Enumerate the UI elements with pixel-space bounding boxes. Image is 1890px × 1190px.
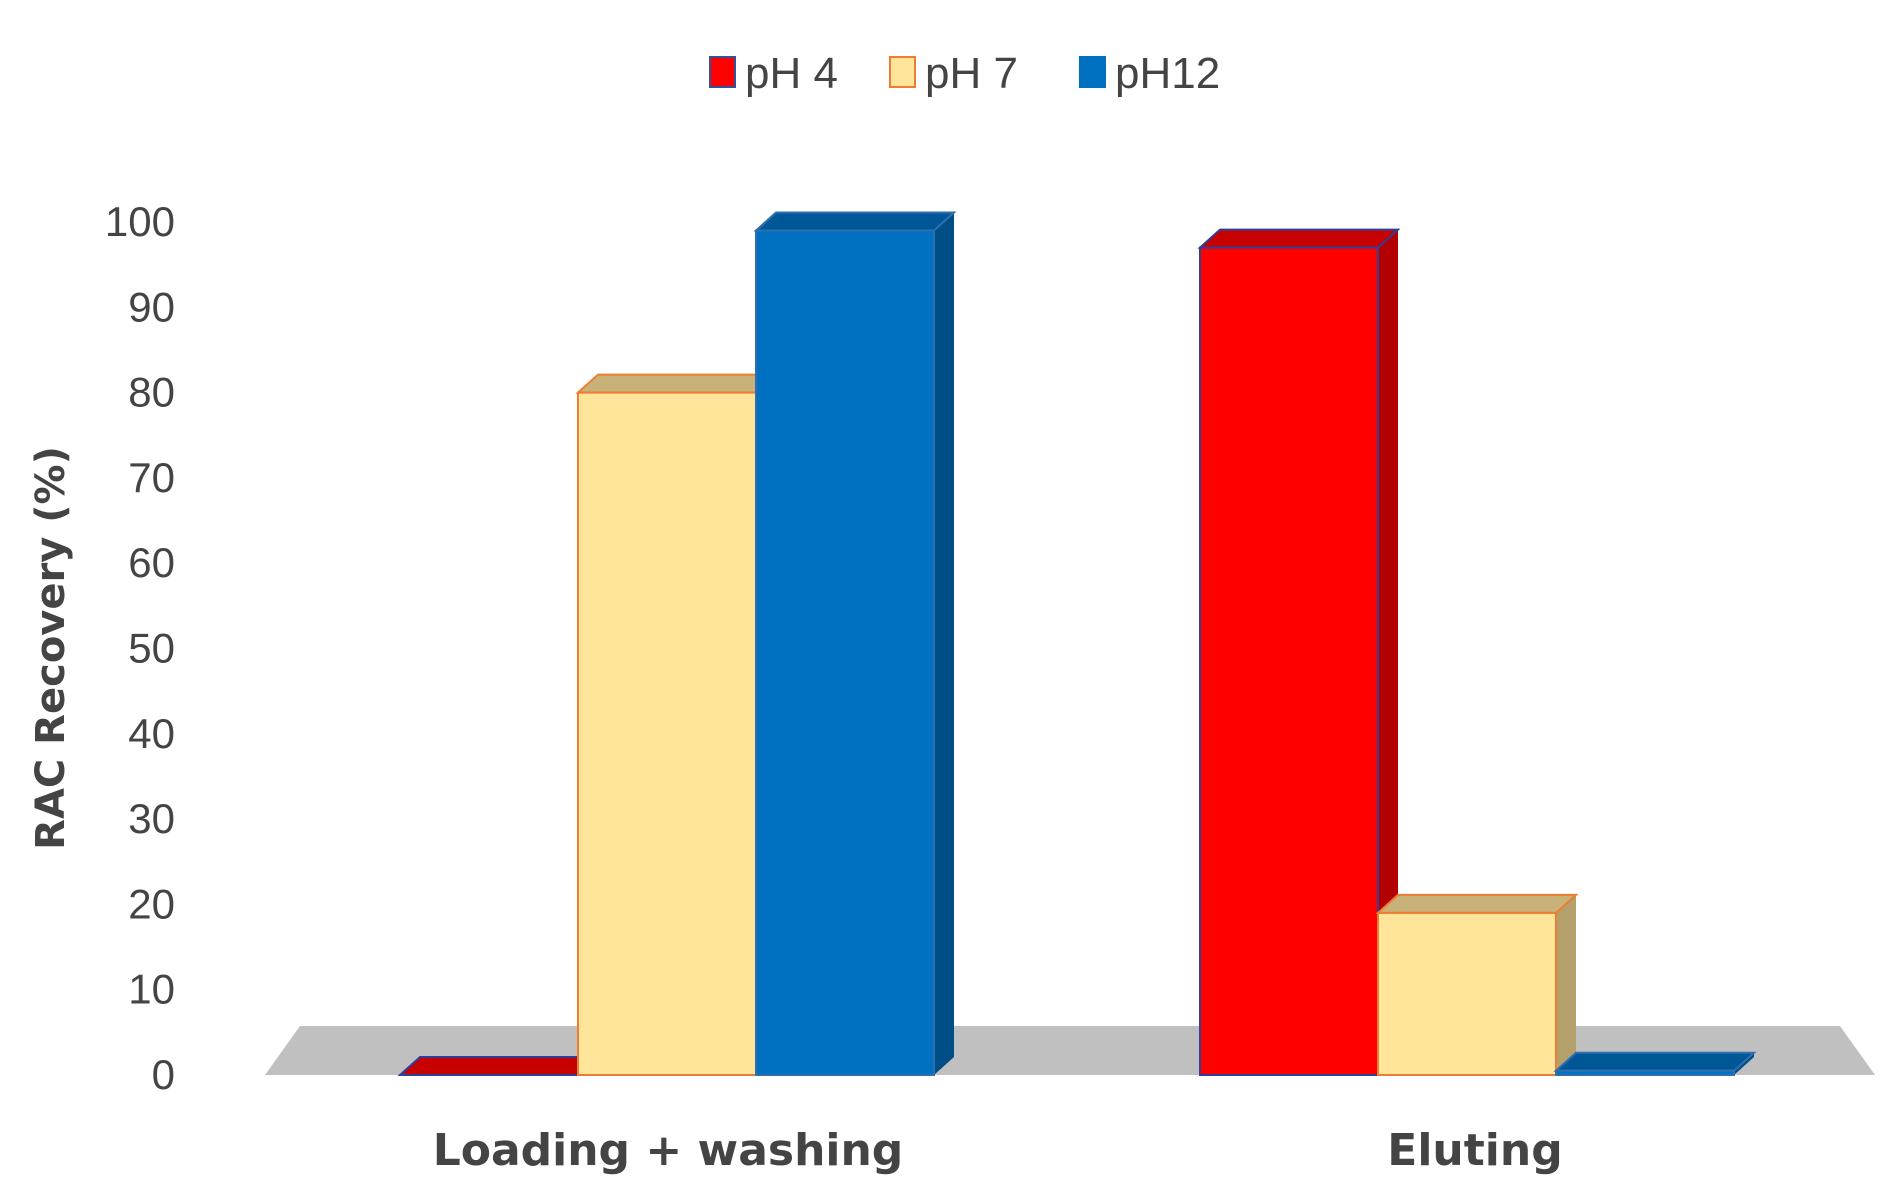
y-tick-label: 60 xyxy=(128,539,175,586)
y-tick-label: 20 xyxy=(128,880,175,927)
y-tick-label: 50 xyxy=(128,625,175,672)
y-tick-label: 100 xyxy=(105,198,175,245)
y-axis: 0 10 20 30 40 50 60 70 80 90 100 xyxy=(105,198,175,1098)
x-category-label-0: Loading + washing xyxy=(433,1125,904,1176)
y-tick-label: 40 xyxy=(128,710,175,757)
bar-side-face xyxy=(1556,894,1576,1075)
legend-label-ph12: pH12 xyxy=(1115,49,1220,98)
bar-0-2 xyxy=(753,211,957,1076)
bar-1-1 xyxy=(1375,893,1579,1076)
plot-area xyxy=(397,211,1757,1077)
y-tick-label: 0 xyxy=(152,1051,175,1098)
legend: pH 4 pH 7 pH12 xyxy=(709,49,1220,98)
bar-side-face xyxy=(934,212,954,1075)
y-tick-label: 90 xyxy=(128,283,175,330)
bar-front-face xyxy=(1555,1069,1735,1076)
bar-top-face xyxy=(753,211,957,232)
bar-top-face xyxy=(1197,228,1401,249)
legend-label-ph7: pH 7 xyxy=(925,49,1018,98)
bar-front-face xyxy=(1199,246,1379,1076)
y-axis-title: RAC Recovery (%) xyxy=(28,446,74,850)
y-tick-label: 30 xyxy=(128,795,175,842)
bar-1-0 xyxy=(1197,228,1401,1076)
y-tick-label: 70 xyxy=(128,454,175,501)
bar-0-1 xyxy=(575,373,779,1077)
legend-label-ph4: pH 4 xyxy=(745,49,838,98)
bar-1-2 xyxy=(1553,1051,1757,1076)
bar-front-face xyxy=(1377,911,1557,1076)
bar-0-0 xyxy=(397,1056,601,1076)
x-category-label-1: Eluting xyxy=(1387,1125,1562,1176)
y-tick-label: 10 xyxy=(128,966,175,1013)
bar-top-face xyxy=(575,373,779,394)
legend-swatch-ph4 xyxy=(709,56,736,88)
bar-top-face xyxy=(1553,1051,1757,1072)
legend-swatch-ph7 xyxy=(889,56,916,88)
y-tick-label: 80 xyxy=(128,369,175,416)
bar-front-face xyxy=(755,229,935,1076)
bar-top-face xyxy=(397,1056,601,1076)
legend-swatch-ph12 xyxy=(1079,56,1106,88)
bar-front-face xyxy=(577,391,757,1077)
bar-top-face xyxy=(1375,893,1579,914)
bar-side-face xyxy=(1378,229,1398,1076)
